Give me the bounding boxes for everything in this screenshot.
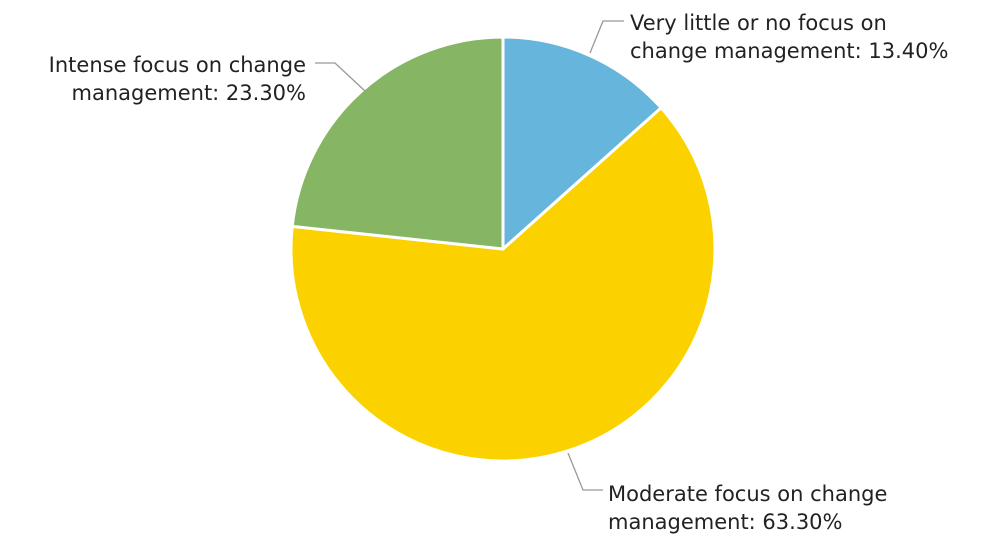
pie-slice-2 <box>289 106 717 463</box>
slice-label-1-line-2: change management: 13.40% <box>630 39 948 63</box>
slice-label-1-line-1: Very little or no focus on <box>630 11 887 35</box>
leader-line-3 <box>315 62 366 92</box>
leader-line-1 <box>589 20 624 54</box>
slice-label-2: Moderate focus on change management: 63.3… <box>608 482 887 534</box>
pie-slice-3 <box>290 35 505 251</box>
slice-label-3-line-1: Intense focus on change <box>49 53 306 77</box>
pie-slice-1 <box>501 35 663 251</box>
slice-label-3: Intense focus on change management: 23.30… <box>49 53 306 105</box>
slice-label-3-line-2: management: 23.30% <box>72 81 307 105</box>
pie-slices <box>289 35 717 463</box>
slice-label-2-line-1: Moderate focus on change <box>608 482 887 506</box>
leader-lines <box>315 20 624 491</box>
slice-label-2-line-2: management: 63.30% <box>608 510 843 534</box>
leader-line-2 <box>567 452 603 491</box>
slice-labels: Very little or no focus on change managem… <box>49 11 949 534</box>
slice-label-1: Very little or no focus on change managem… <box>630 11 948 63</box>
